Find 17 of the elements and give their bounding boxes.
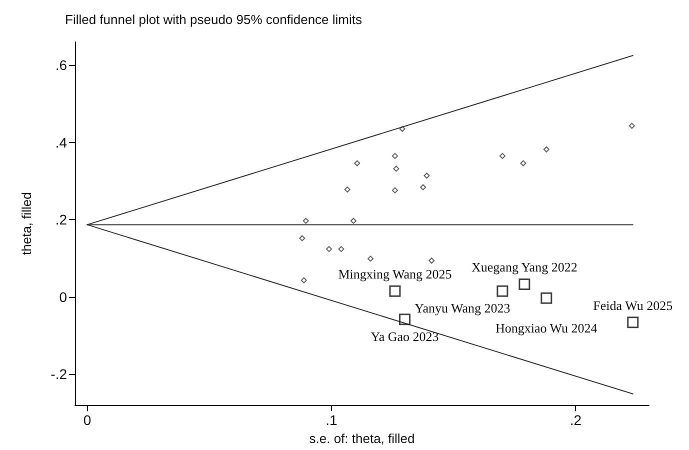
y-tick-label: 0 xyxy=(59,288,68,305)
chart-title: Filled funnel plot with pseudo 95% confidence limits xyxy=(65,12,362,27)
x-tick-label: 0 xyxy=(83,412,92,428)
y-tick-label: .2 xyxy=(55,212,68,228)
x-tick-label: .1 xyxy=(326,412,338,428)
y-tick-label: .6 xyxy=(55,57,68,74)
annotation: Ya Gao 2023 xyxy=(370,328,439,344)
annotation: Xuegang Yang 2022 xyxy=(472,260,578,275)
annotation: Mingxing Wang 2025 xyxy=(338,266,452,282)
x-tick-label: .2 xyxy=(570,412,582,428)
y-axis-title: theta, filled xyxy=(19,192,34,255)
annotation: Feida Wu 2025 xyxy=(593,298,673,313)
annotation: Hongxiao Wu 2024 xyxy=(496,320,598,336)
x-axis-title: s.e. of: theta, filled xyxy=(309,431,415,446)
y-tick-label: .4 xyxy=(55,134,68,150)
annotation: Yanyu Wang 2023 xyxy=(414,300,510,316)
y-tick-label: -.2 xyxy=(50,366,68,382)
